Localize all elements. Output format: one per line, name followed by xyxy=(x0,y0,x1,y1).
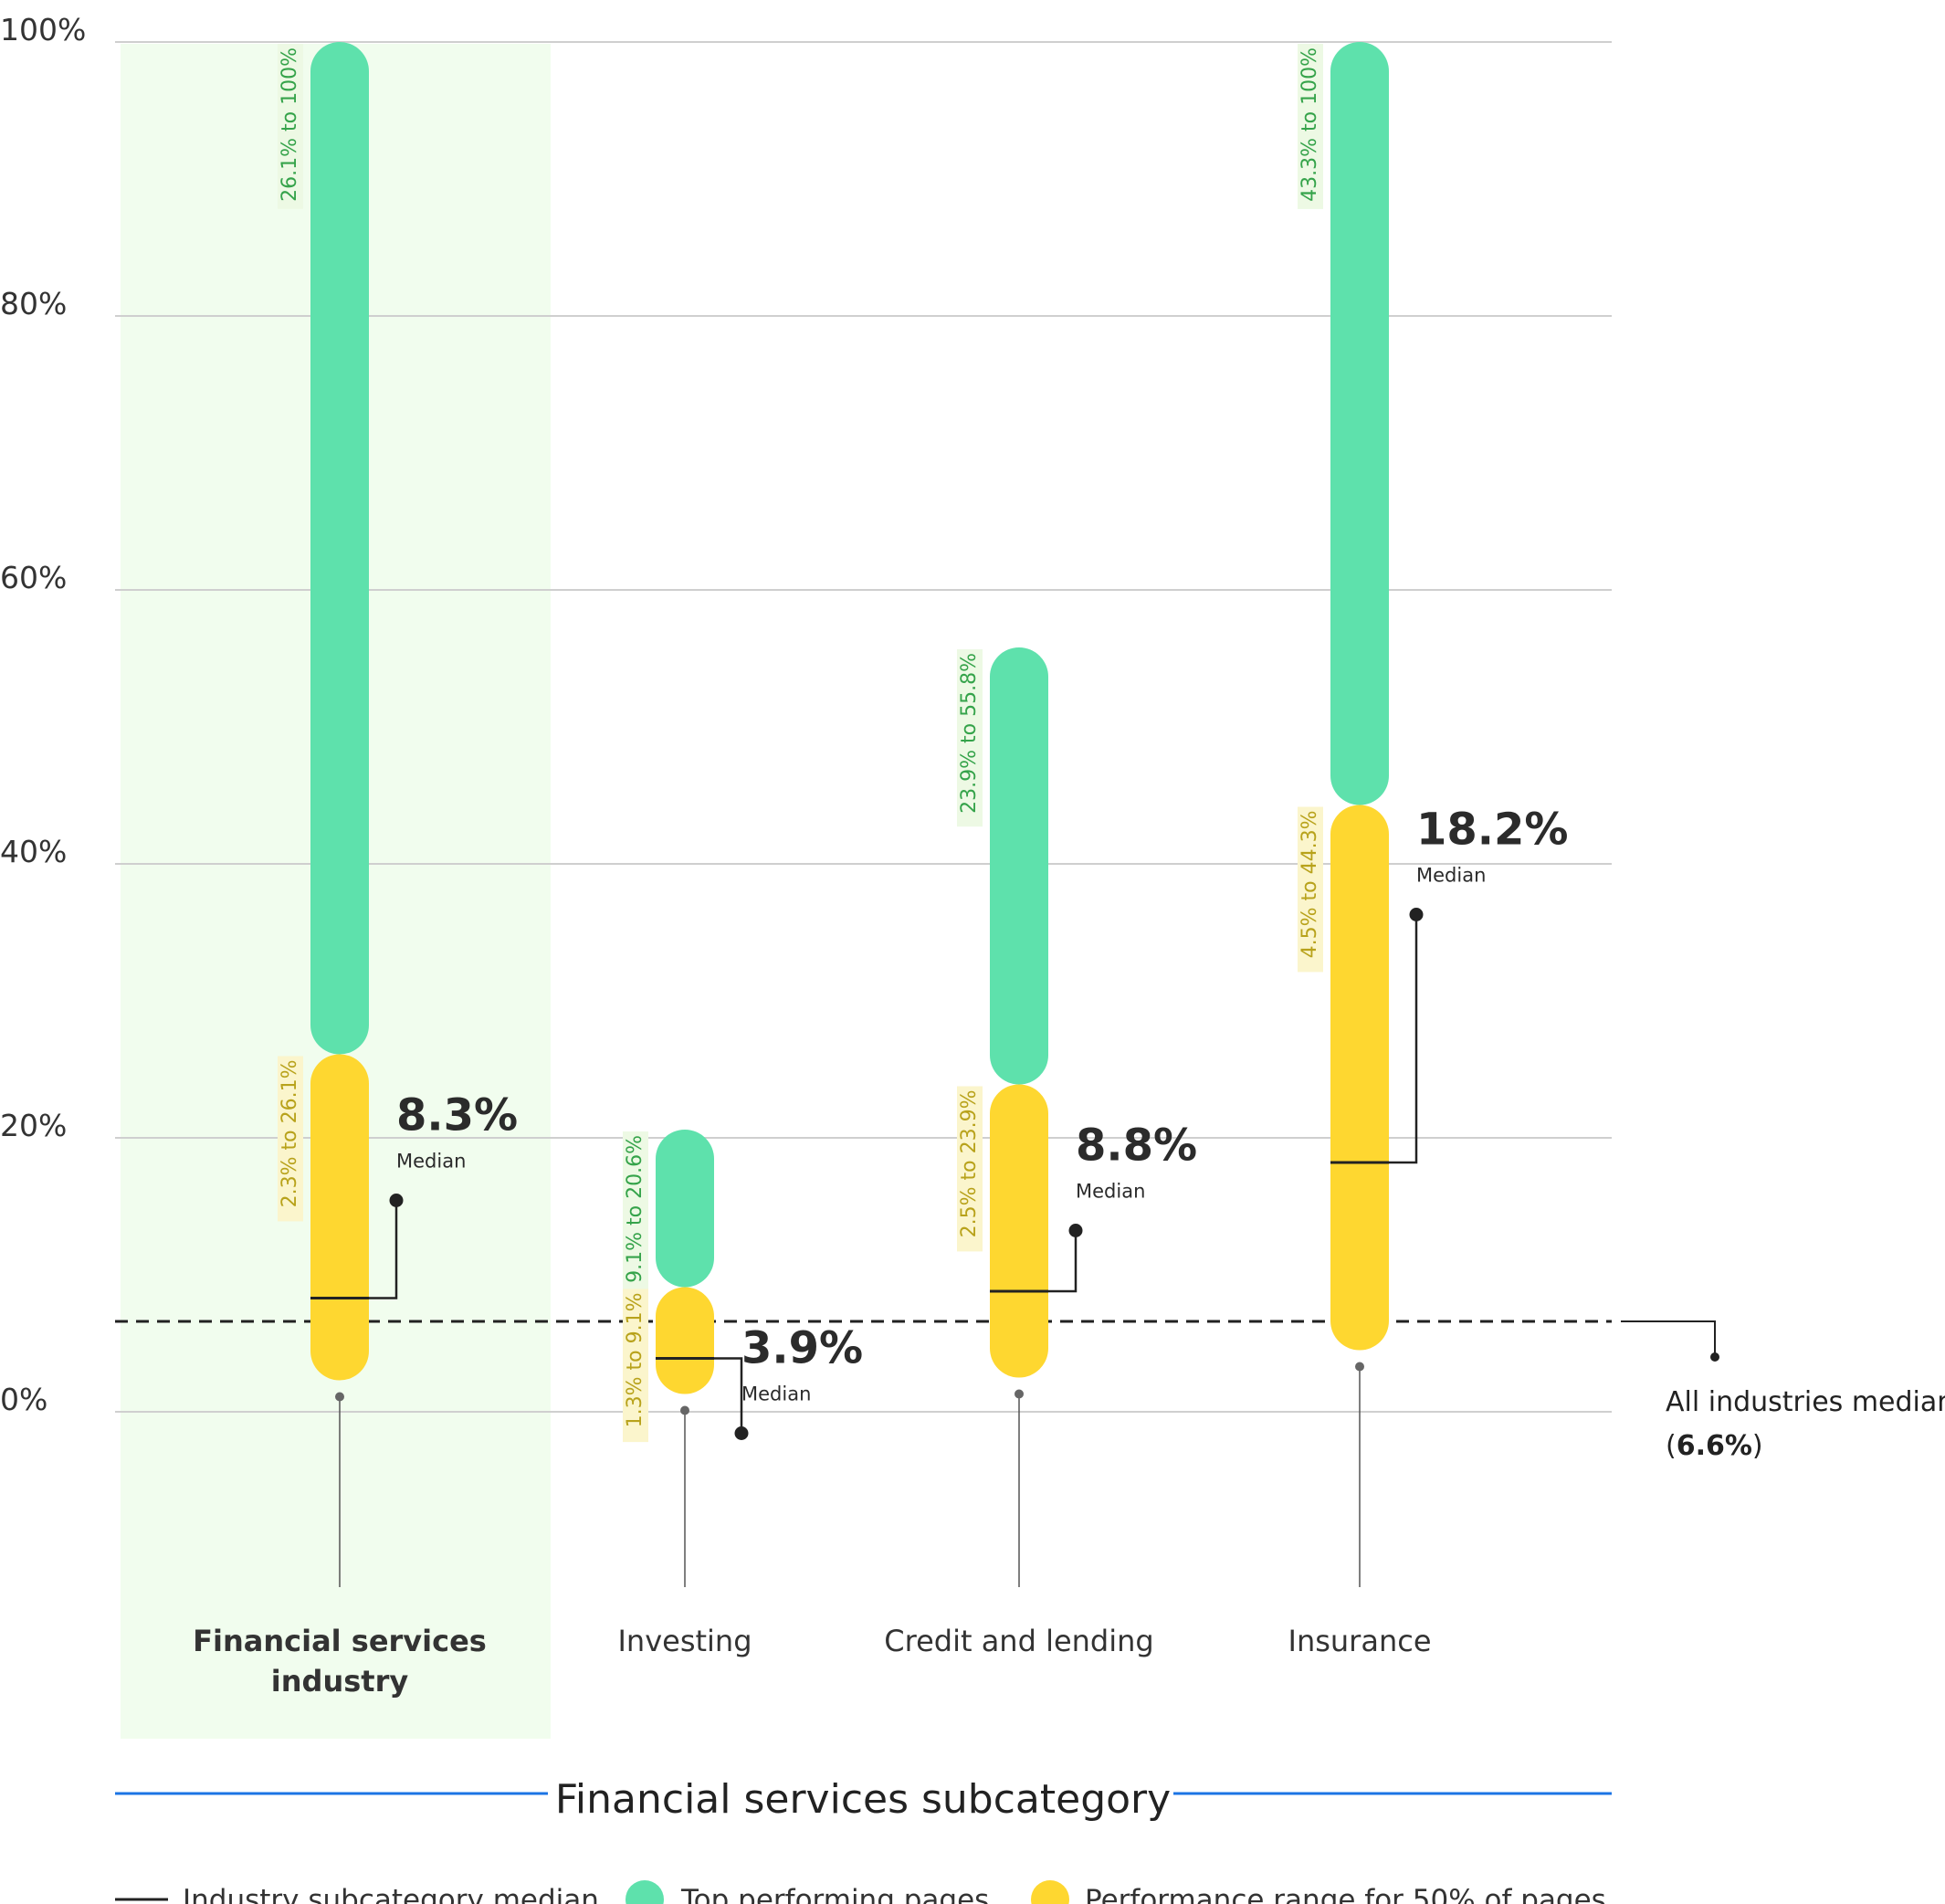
top-performing-bar xyxy=(656,1130,714,1288)
reference-connector xyxy=(1621,1320,1716,1355)
legend-range-swatch xyxy=(1031,1880,1069,1904)
legend-top-swatch xyxy=(626,1880,664,1904)
top-range-label-bg xyxy=(957,649,983,827)
category-label: Financial services xyxy=(193,1624,487,1658)
range-label-text: 2.3% to 26.1% xyxy=(279,1060,301,1208)
y-tick-label: 20% xyxy=(0,1108,67,1143)
top-range-label: 26.1% to 100% xyxy=(278,44,303,209)
x-axis-layer: Financial services subcategory xyxy=(115,1776,1612,1823)
labels-layer: 26.1% to 100% 2.3% to 26.1% 8.3% Median Fina… xyxy=(193,44,1569,1699)
median-connector-dot xyxy=(1068,1224,1083,1237)
category-stem-dot xyxy=(1355,1362,1364,1372)
median-value: 8.8% xyxy=(1076,1120,1197,1172)
range-bar xyxy=(656,1287,714,1394)
category-stem-dot xyxy=(1015,1389,1024,1399)
top-performing-bar xyxy=(990,647,1048,1085)
y-tick-label: 60% xyxy=(0,560,67,595)
median-connector-dot xyxy=(389,1194,404,1207)
range-label-bg xyxy=(957,1086,983,1252)
category-label: Credit and lending xyxy=(884,1624,1153,1658)
median-word: Median xyxy=(1076,1181,1145,1203)
range-label: 2.3% to 26.1% xyxy=(278,1056,303,1222)
bars-layer xyxy=(310,42,1389,1587)
top-range-label-bg xyxy=(623,1131,648,1297)
top-performing-bar xyxy=(310,42,369,1055)
top-range-label-text: 26.1% to 100% xyxy=(279,47,301,202)
median-connector xyxy=(1048,1230,1078,1293)
reference-line-value: (6.6%) xyxy=(1666,1430,1763,1462)
category-stem-dot xyxy=(680,1405,689,1415)
x-axis-title: Financial services subcategory xyxy=(555,1776,1171,1823)
legend-label: Performance range for 50% of pages xyxy=(1085,1884,1606,1904)
reference-connector-dot xyxy=(1710,1352,1719,1362)
median-connector-dot xyxy=(734,1426,749,1440)
top-range-label-text: 9.1% to 20.6% xyxy=(624,1135,647,1283)
y-tick-label: 0% xyxy=(0,1382,47,1417)
top-performing-bar xyxy=(1330,42,1389,805)
y-tick-label: 40% xyxy=(0,834,67,869)
legend-label: Industry subcategory median xyxy=(183,1884,599,1904)
top-range-label: 23.9% to 55.8% xyxy=(957,649,983,827)
range-label-bg xyxy=(623,1289,648,1443)
y-tick-label: 100% xyxy=(0,12,86,47)
top-range-label-text: 23.9% to 55.8% xyxy=(958,653,981,814)
range-label-text: 2.5% to 23.9% xyxy=(958,1090,981,1238)
range-label-text: 1.3% to 9.1% xyxy=(624,1293,647,1428)
median-connector-dot xyxy=(1409,908,1424,921)
top-range-label-bg xyxy=(278,44,303,209)
range-bar xyxy=(310,1054,369,1381)
range-label-bg xyxy=(1298,806,1323,973)
y-tick-label: 80% xyxy=(0,286,67,321)
median-word: Median xyxy=(741,1383,811,1405)
median-connector xyxy=(714,1357,743,1434)
range-label-bg xyxy=(278,1056,303,1222)
range-label: 4.5% to 44.3% xyxy=(1298,806,1323,973)
range-label: 1.3% to 9.1% xyxy=(623,1289,648,1443)
median-value: 8.3% xyxy=(396,1090,518,1141)
top-range-label-bg xyxy=(1298,44,1323,209)
reference-line-label: All industries median xyxy=(1666,1386,1945,1418)
median-connector xyxy=(369,1200,398,1299)
category-stem-dot xyxy=(335,1392,344,1402)
median-value: 18.2% xyxy=(1416,805,1569,856)
median-value: 3.9% xyxy=(741,1323,863,1374)
range-label: 2.5% to 23.9% xyxy=(957,1086,983,1252)
legend-label: Top performing pages xyxy=(680,1884,989,1904)
median-word: Median xyxy=(396,1151,466,1173)
range-label-text: 4.5% to 44.3% xyxy=(1298,811,1321,959)
top-range-label: 43.3% to 100% xyxy=(1298,44,1323,209)
top-range-label: 9.1% to 20.6% xyxy=(623,1131,648,1297)
category-label: industry xyxy=(271,1664,409,1699)
range-bar xyxy=(990,1084,1048,1378)
category-label: Insurance xyxy=(1288,1624,1432,1658)
legend-layer: Industry subcategory median Top performin… xyxy=(115,1880,1606,1904)
median-word: Median xyxy=(1416,865,1486,887)
top-range-label-text: 43.3% to 100% xyxy=(1298,47,1321,202)
category-label: Investing xyxy=(617,1624,752,1658)
range-bar xyxy=(1330,805,1389,1351)
median-connector xyxy=(1389,914,1418,1164)
